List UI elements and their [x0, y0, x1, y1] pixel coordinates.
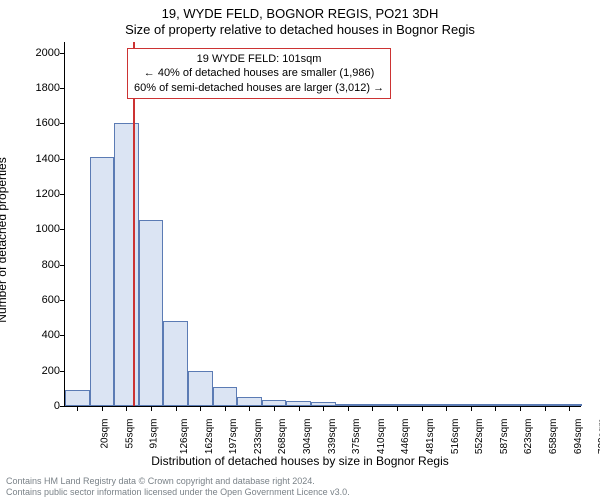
x-tick-mark — [495, 406, 496, 411]
x-tick-label: 587sqm — [497, 419, 510, 455]
y-tick-label: 1200 — [20, 188, 65, 200]
x-tick-label: 268sqm — [276, 419, 289, 455]
y-tick-label: 2000 — [20, 47, 65, 59]
y-tick-label: 1800 — [20, 82, 65, 94]
y-tick-label: 400 — [20, 329, 65, 341]
x-tick-mark — [249, 406, 250, 411]
y-tick-label: 1000 — [20, 223, 65, 235]
y-tick-label: 800 — [20, 259, 65, 271]
y-tick-label: 600 — [20, 294, 65, 306]
x-tick-mark — [299, 406, 300, 411]
y-tick-label: 0 — [20, 400, 65, 412]
x-tick-mark — [225, 406, 226, 411]
x-tick-label: 446sqm — [399, 419, 412, 455]
x-tick-mark — [102, 406, 103, 411]
annotation-line2: ← 40% of detached houses are smaller (1,… — [134, 66, 384, 80]
chart-title-description: Size of property relative to detached ho… — [0, 22, 600, 37]
x-tick-mark — [569, 406, 570, 411]
histogram-bar — [139, 220, 164, 406]
x-axis-label: Distribution of detached houses by size … — [0, 454, 600, 468]
chart-title-address: 19, WYDE FELD, BOGNOR REGIS, PO21 3DH — [0, 6, 600, 21]
x-tick-label: 55sqm — [122, 419, 135, 449]
x-tick-label: 162sqm — [202, 419, 215, 455]
x-tick-mark — [545, 406, 546, 411]
x-tick-mark — [176, 406, 177, 411]
x-tick-mark — [446, 406, 447, 411]
x-tick-label: 20sqm — [98, 419, 111, 449]
x-tick-label: 339sqm — [325, 419, 338, 455]
x-tick-mark — [397, 406, 398, 411]
histogram-bar — [213, 387, 238, 406]
x-tick-label: 410sqm — [374, 419, 387, 455]
x-tick-label: 658sqm — [546, 419, 559, 455]
x-tick-label: 481sqm — [423, 419, 436, 455]
plot-area: 020040060080010001200140016001800200020s… — [64, 42, 581, 407]
histogram-bar — [237, 397, 262, 406]
annotation-box: 19 WYDE FELD: 101sqm← 40% of detached ho… — [127, 48, 391, 99]
x-tick-label: 375sqm — [349, 419, 362, 455]
histogram-bar — [65, 390, 90, 406]
x-tick-label: 694sqm — [571, 419, 584, 455]
x-tick-label: 623sqm — [522, 419, 535, 455]
x-tick-mark — [520, 406, 521, 411]
x-tick-label: 126sqm — [177, 419, 190, 455]
annotation-line3: 60% of semi-detached houses are larger (… — [134, 81, 384, 95]
x-tick-mark — [77, 406, 78, 411]
histogram-bar — [188, 371, 213, 406]
x-tick-label: 516sqm — [448, 419, 461, 455]
histogram-bar — [163, 321, 188, 406]
x-tick-label: 197sqm — [226, 419, 239, 455]
x-tick-label: 233sqm — [251, 419, 264, 455]
chart-container: 19, WYDE FELD, BOGNOR REGIS, PO21 3DH Si… — [0, 0, 600, 500]
x-tick-mark — [274, 406, 275, 411]
y-tick-label: 1400 — [20, 153, 65, 165]
histogram-bar — [90, 157, 115, 406]
y-tick-label: 200 — [20, 365, 65, 377]
x-tick-label: 304sqm — [300, 419, 313, 455]
x-tick-mark — [471, 406, 472, 411]
footer-line1: Contains HM Land Registry data © Crown c… — [6, 476, 350, 487]
x-tick-mark — [372, 406, 373, 411]
x-tick-mark — [200, 406, 201, 411]
footer-attribution: Contains HM Land Registry data © Crown c… — [6, 476, 350, 499]
x-tick-mark — [323, 406, 324, 411]
y-axis-label: Number of detached properties — [0, 75, 9, 240]
footer-line2: Contains public sector information licen… — [6, 487, 350, 498]
x-tick-mark — [348, 406, 349, 411]
annotation-line1: 19 WYDE FELD: 101sqm — [134, 52, 384, 66]
x-tick-label: 552sqm — [472, 419, 485, 455]
y-tick-label: 1600 — [20, 117, 65, 129]
x-tick-mark — [151, 406, 152, 411]
x-tick-mark — [126, 406, 127, 411]
x-tick-label: 91sqm — [147, 419, 160, 449]
x-tick-label: 729sqm — [595, 419, 600, 455]
x-tick-mark — [422, 406, 423, 411]
